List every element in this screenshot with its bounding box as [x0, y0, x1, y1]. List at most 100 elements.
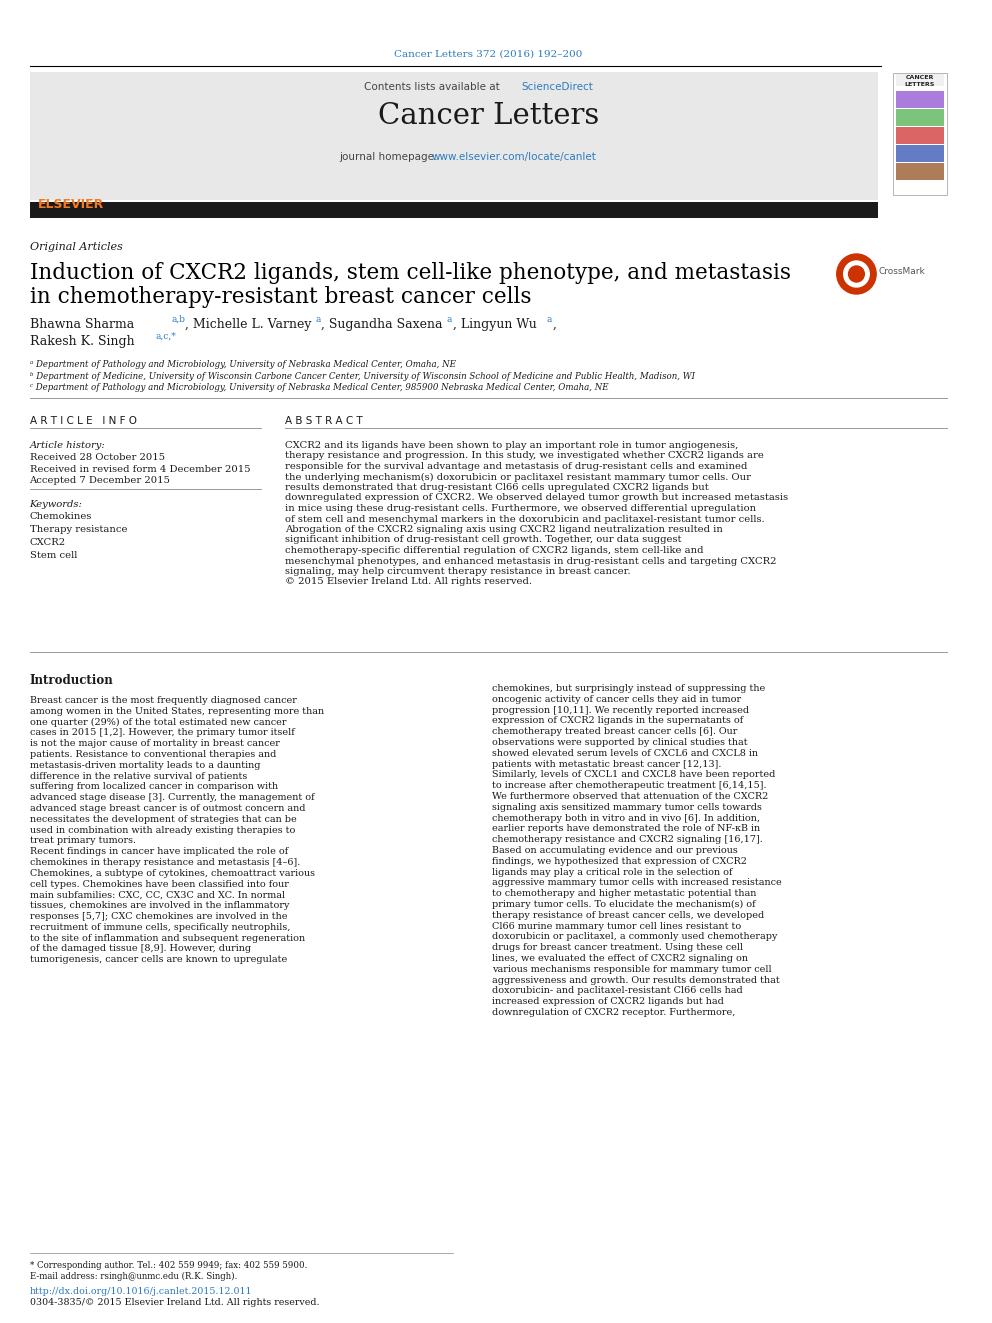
Text: oncogenic activity of cancer cells they aid in tumor: oncogenic activity of cancer cells they …	[492, 695, 741, 704]
Text: © 2015 Elsevier Ireland Ltd. All rights reserved.: © 2015 Elsevier Ireland Ltd. All rights …	[286, 578, 533, 586]
Text: ᵃ Department of Pathology and Microbiology, University of Nebraska Medical Cente: ᵃ Department of Pathology and Microbiolo…	[30, 360, 455, 369]
Text: Original Articles: Original Articles	[30, 242, 122, 251]
Text: Introduction: Introduction	[30, 673, 113, 687]
Text: a,c,*: a,c,*	[156, 332, 177, 341]
Text: chemotherapy-specific differential regulation of CXCR2 ligands, stem cell-like a: chemotherapy-specific differential regul…	[286, 546, 704, 556]
FancyBboxPatch shape	[896, 127, 944, 144]
FancyBboxPatch shape	[896, 146, 944, 161]
Text: Similarly, levels of CXCL1 and CXCL8 have been reported: Similarly, levels of CXCL1 and CXCL8 hav…	[492, 770, 776, 779]
Text: cases in 2015 [1,2]. However, the primary tumor itself: cases in 2015 [1,2]. However, the primar…	[30, 729, 295, 737]
Text: cell types. Chemokines have been classified into four: cell types. Chemokines have been classif…	[30, 880, 289, 889]
Text: Therapy resistance: Therapy resistance	[30, 525, 127, 534]
Text: Stem cell: Stem cell	[30, 550, 77, 560]
Text: increased expression of CXCR2 ligands but had: increased expression of CXCR2 ligands bu…	[492, 998, 724, 1007]
Text: significant inhibition of drug-resistant cell growth. Together, our data suggest: significant inhibition of drug-resistant…	[286, 536, 682, 545]
Text: Chemokines, a subtype of cytokines, chemoattract various: Chemokines, a subtype of cytokines, chem…	[30, 869, 314, 877]
Text: E-mail address: rsingh@unmc.edu (R.K. Singh).: E-mail address: rsingh@unmc.edu (R.K. Si…	[30, 1271, 237, 1281]
Text: various mechanisms responsible for mammary tumor cell: various mechanisms responsible for mamma…	[492, 964, 772, 974]
FancyBboxPatch shape	[896, 91, 944, 108]
Text: downregulation of CXCR2 receptor. Furthermore,: downregulation of CXCR2 receptor. Furthe…	[492, 1008, 736, 1017]
Text: a: a	[315, 315, 320, 324]
Text: chemotherapy treated breast cancer cells [6]. Our: chemotherapy treated breast cancer cells…	[492, 728, 738, 736]
Text: LETTERS: LETTERS	[905, 82, 934, 87]
Text: a: a	[547, 315, 552, 324]
Text: 0304-3835/© 2015 Elsevier Ireland Ltd. All rights reserved.: 0304-3835/© 2015 Elsevier Ireland Ltd. A…	[30, 1298, 319, 1307]
Text: chemokines in therapy resistance and metastasis [4–6].: chemokines in therapy resistance and met…	[30, 859, 300, 867]
Text: Cancer Letters 372 (2016) 192–200: Cancer Letters 372 (2016) 192–200	[394, 50, 582, 60]
Text: aggressive mammary tumor cells with increased resistance: aggressive mammary tumor cells with incr…	[492, 878, 782, 888]
Text: tissues, chemokines are involved in the inflammatory: tissues, chemokines are involved in the …	[30, 901, 289, 910]
Text: www.elsevier.com/locate/canlet: www.elsevier.com/locate/canlet	[432, 152, 596, 161]
Text: Received 28 October 2015: Received 28 October 2015	[30, 452, 165, 462]
Text: CrossMark: CrossMark	[878, 267, 925, 277]
Text: main subfamilies: CXC, CC, CX3C and XC. In normal: main subfamilies: CXC, CC, CX3C and XC. …	[30, 890, 285, 900]
Text: showed elevated serum levels of CXCL6 and CXCL8 in: showed elevated serum levels of CXCL6 an…	[492, 749, 758, 758]
Text: Keywords:: Keywords:	[30, 500, 82, 509]
Text: Cancer Letters: Cancer Letters	[378, 102, 599, 130]
Text: observations were supported by clinical studies that: observations were supported by clinical …	[492, 738, 748, 747]
FancyBboxPatch shape	[30, 71, 878, 200]
Text: Induction of CXCR2 ligands, stem cell-like phenotype, and metastasis: Induction of CXCR2 ligands, stem cell-li…	[30, 262, 791, 284]
Text: of stem cell and mesenchymal markers in the doxorubicin and paclitaxel-resistant: of stem cell and mesenchymal markers in …	[286, 515, 765, 524]
Text: of the damaged tissue [8,9]. However, during: of the damaged tissue [8,9]. However, du…	[30, 945, 251, 954]
Text: used in combination with already existing therapies to: used in combination with already existin…	[30, 826, 295, 835]
Text: ,: ,	[553, 318, 557, 331]
Text: metastasis-driven mortality leads to a daunting: metastasis-driven mortality leads to a d…	[30, 761, 260, 770]
Text: Accepted 7 December 2015: Accepted 7 December 2015	[30, 476, 171, 486]
Text: drugs for breast cancer treatment. Using these cell: drugs for breast cancer treatment. Using…	[492, 943, 743, 953]
FancyBboxPatch shape	[896, 108, 944, 126]
Text: primary tumor cells. To elucidate the mechanism(s) of: primary tumor cells. To elucidate the me…	[492, 900, 756, 909]
Text: tumorigenesis, cancer cells are known to upregulate: tumorigenesis, cancer cells are known to…	[30, 955, 287, 964]
Text: results demonstrated that drug-resistant Cl66 cells upregulated CXCR2 ligands bu: results demonstrated that drug-resistant…	[286, 483, 709, 492]
Text: Article history:: Article history:	[30, 441, 105, 450]
Text: CANCER: CANCER	[906, 75, 933, 79]
FancyBboxPatch shape	[30, 202, 878, 218]
Circle shape	[843, 261, 869, 287]
Text: downregulated expression of CXCR2. We observed delayed tumor growth but increase: downregulated expression of CXCR2. We ob…	[286, 493, 789, 503]
Text: responses [5,7]; CXC chemokines are involved in the: responses [5,7]; CXC chemokines are invo…	[30, 912, 287, 921]
Text: doxorubicin or paclitaxel, a commonly used chemotherapy: doxorubicin or paclitaxel, a commonly us…	[492, 933, 778, 942]
Text: lines, we evaluated the effect of CXCR2 signaling on: lines, we evaluated the effect of CXCR2 …	[492, 954, 748, 963]
Text: Breast cancer is the most frequently diagnosed cancer: Breast cancer is the most frequently dia…	[30, 696, 297, 705]
Text: Cl66 murine mammary tumor cell lines resistant to: Cl66 murine mammary tumor cell lines res…	[492, 922, 741, 930]
Text: * Corresponding author. Tel.: 402 559 9949; fax: 402 559 5900.: * Corresponding author. Tel.: 402 559 99…	[30, 1261, 307, 1270]
Circle shape	[848, 266, 864, 282]
Text: in mice using these drug-resistant cells. Furthermore, we observed differential : in mice using these drug-resistant cells…	[286, 504, 757, 513]
Text: to increase after chemotherapeutic treatment [6,14,15].: to increase after chemotherapeutic treat…	[492, 781, 767, 790]
Text: is not the major cause of mortality in breast cancer: is not the major cause of mortality in b…	[30, 740, 280, 749]
FancyBboxPatch shape	[893, 73, 947, 194]
FancyBboxPatch shape	[896, 163, 944, 180]
Circle shape	[837, 254, 876, 294]
Text: We furthermore observed that attenuation of the CXCR2: We furthermore observed that attenuation…	[492, 792, 769, 800]
Text: aggressiveness and growth. Our results demonstrated that: aggressiveness and growth. Our results d…	[492, 975, 780, 984]
Text: CXCR2: CXCR2	[30, 538, 65, 546]
Text: to the site of inflammation and subsequent regeneration: to the site of inflammation and subseque…	[30, 934, 305, 942]
Text: therapy resistance of breast cancer cells, we developed: therapy resistance of breast cancer cell…	[492, 910, 765, 919]
Text: difference in the relative survival of patients: difference in the relative survival of p…	[30, 771, 247, 781]
Text: ᵇ Department of Medicine, University of Wisconsin Carbone Cancer Center, Univers: ᵇ Department of Medicine, University of …	[30, 372, 694, 381]
Text: suffering from localized cancer in comparison with: suffering from localized cancer in compa…	[30, 782, 278, 791]
Text: journal homepage:: journal homepage:	[339, 152, 441, 161]
Text: ScienceDirect: ScienceDirect	[522, 82, 593, 93]
Text: treat primary tumors.: treat primary tumors.	[30, 836, 136, 845]
Text: a,b: a,b	[172, 315, 186, 324]
Text: ELSEVIER: ELSEVIER	[38, 198, 103, 210]
Text: Contents lists available at: Contents lists available at	[364, 82, 503, 93]
Text: A B S T R A C T: A B S T R A C T	[286, 415, 363, 426]
Text: therapy resistance and progression. In this study, we investigated whether CXCR2: therapy resistance and progression. In t…	[286, 451, 765, 460]
Text: chemotherapy resistance and CXCR2 signaling [16,17].: chemotherapy resistance and CXCR2 signal…	[492, 835, 763, 844]
Text: one quarter (29%) of the total estimated new cancer: one quarter (29%) of the total estimated…	[30, 717, 286, 726]
Text: advanced stage breast cancer is of outmost concern and: advanced stage breast cancer is of outmo…	[30, 804, 305, 814]
Text: necessitates the development of strategies that can be: necessitates the development of strategi…	[30, 815, 297, 824]
Text: A R T I C L E   I N F O: A R T I C L E I N F O	[30, 415, 137, 426]
Text: ligands may play a critical role in the selection of: ligands may play a critical role in the …	[492, 868, 733, 877]
Text: findings, we hypothesized that expression of CXCR2: findings, we hypothesized that expressio…	[492, 857, 747, 865]
Text: patients with metastatic breast cancer [12,13].: patients with metastatic breast cancer […	[492, 759, 721, 769]
Text: in chemotherapy-resistant breast cancer cells: in chemotherapy-resistant breast cancer …	[30, 286, 531, 308]
Text: ᶜ Department of Pathology and Microbiology, University of Nebraska Medical Cente: ᶜ Department of Pathology and Microbiolo…	[30, 382, 608, 392]
Text: Abrogation of the CXCR2 signaling axis using CXCR2 ligand neutralization resulte: Abrogation of the CXCR2 signaling axis u…	[286, 525, 723, 534]
Text: progression [10,11]. We recently reported increased: progression [10,11]. We recently reporte…	[492, 705, 749, 714]
Text: to chemotherapy and higher metastatic potential than: to chemotherapy and higher metastatic po…	[492, 889, 757, 898]
Text: Recent findings in cancer have implicated the role of: Recent findings in cancer have implicate…	[30, 847, 288, 856]
Text: Based on accumulating evidence and our previous: Based on accumulating evidence and our p…	[492, 845, 738, 855]
